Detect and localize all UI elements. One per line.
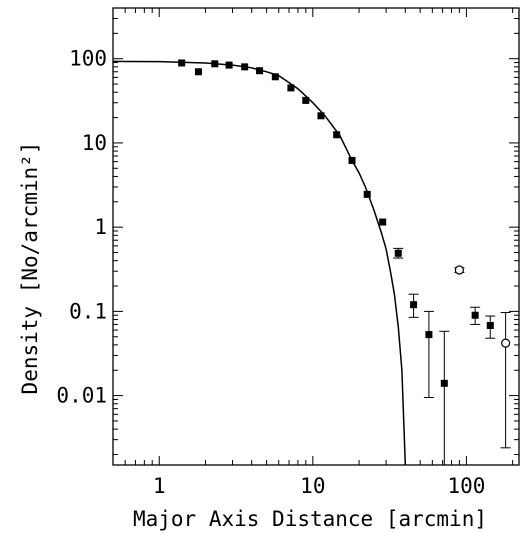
y-axis-title: Density [No/arcmin²] xyxy=(18,142,42,395)
y-tick-label: 0.01 xyxy=(56,384,107,408)
y-tick-label: 10 xyxy=(82,131,107,155)
data-point xyxy=(302,96,310,104)
data-point-open xyxy=(501,338,511,348)
data-point xyxy=(178,59,186,67)
data-point xyxy=(363,190,371,198)
data-point xyxy=(379,218,387,226)
data-point xyxy=(333,131,341,139)
data-point xyxy=(256,67,264,75)
x-tick-label: 1 xyxy=(153,474,166,498)
data-point xyxy=(394,249,402,257)
data-point xyxy=(271,73,279,81)
data-point xyxy=(348,156,356,164)
data-point xyxy=(241,63,249,71)
data-point-open xyxy=(454,265,464,275)
data-point xyxy=(225,61,233,69)
data-point xyxy=(425,331,433,339)
data-point xyxy=(471,311,479,319)
data-point xyxy=(410,301,418,309)
y-tick-label: 100 xyxy=(69,47,107,71)
x-tick-label: 10 xyxy=(300,474,325,498)
x-axis-title: Major Axis Distance [arcmin] xyxy=(133,507,487,531)
model-fit-curve xyxy=(112,60,407,466)
data-point xyxy=(440,379,448,387)
data-point xyxy=(317,112,325,120)
plot-frame xyxy=(112,7,520,466)
data-point xyxy=(211,60,219,68)
data-point xyxy=(287,84,295,92)
y-tick-label: 0.1 xyxy=(69,299,107,323)
data-point xyxy=(194,68,202,76)
x-tick-label: 100 xyxy=(447,474,485,498)
y-tick-label: 1 xyxy=(94,215,107,239)
data-point xyxy=(486,321,494,329)
